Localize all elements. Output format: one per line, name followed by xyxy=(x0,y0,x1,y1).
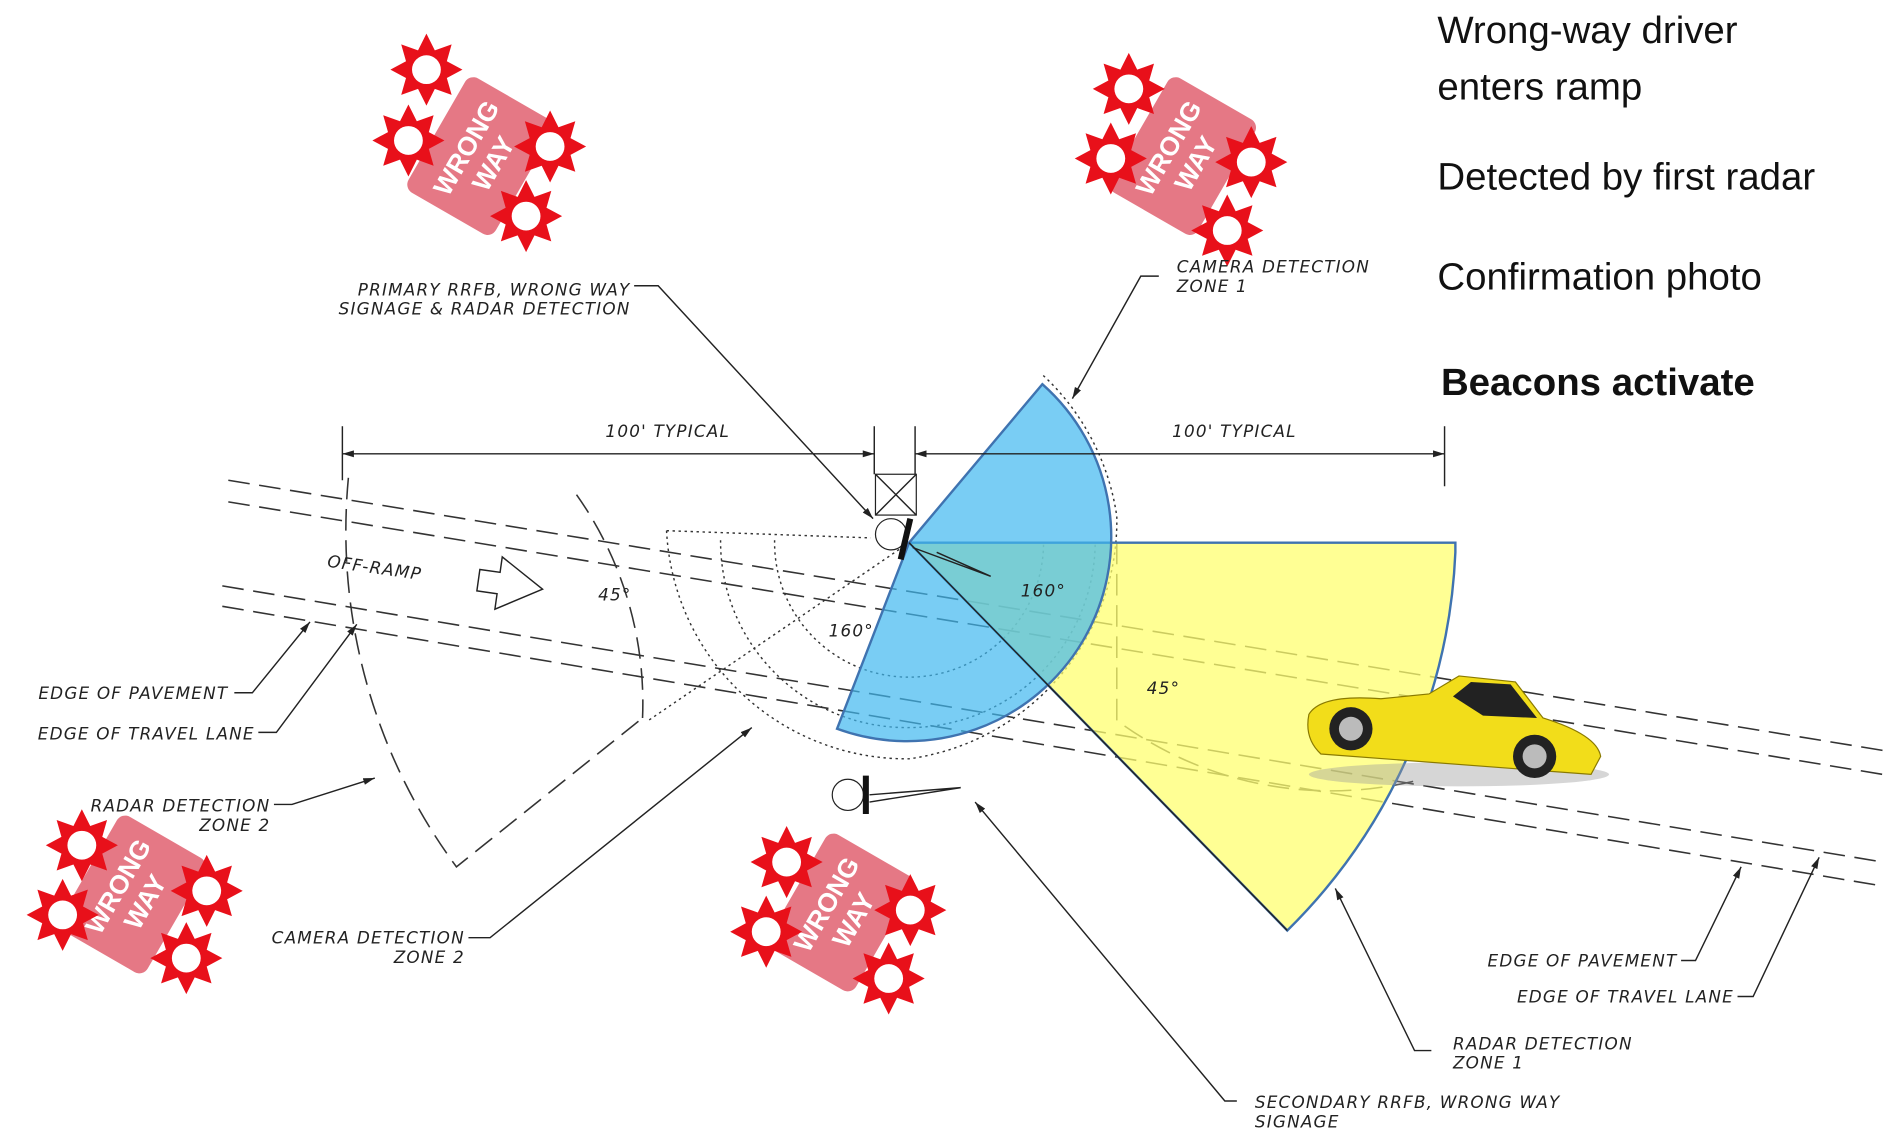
diagram: WRONG WAY WRONG WAY WRONG WAY WRONG WAY … xyxy=(0,0,1883,1131)
label: 160° xyxy=(1021,581,1066,601)
label: EDGE OF PAVEMENT xyxy=(38,683,228,703)
step-text: enters ramp xyxy=(1437,66,1642,109)
step-text: Detected by first radar xyxy=(1437,156,1815,199)
label: ZONE 2 xyxy=(198,815,270,835)
label: OFF-RAMP xyxy=(326,551,423,584)
label: CAMERA DETECTION xyxy=(272,928,465,948)
step-text: Beacons activate xyxy=(1441,361,1755,404)
label: 160° xyxy=(829,620,874,640)
label: RADAR DETECTION xyxy=(1453,1033,1633,1053)
label: ZONE 1 xyxy=(1452,1053,1524,1073)
label: 45° xyxy=(1147,678,1180,698)
label: PRIMARY RRFB, WRONG WAY xyxy=(358,279,631,299)
step-text: Confirmation photo xyxy=(1437,255,1762,298)
step-text: Wrong-way driver xyxy=(1437,9,1737,52)
label: SIGNAGE & RADAR DETECTION xyxy=(339,299,631,319)
label: RADAR DETECTION xyxy=(91,796,271,816)
label: EDGE OF PAVEMENT xyxy=(1488,951,1678,971)
label: SECONDARY RRFB, WRONG WAY xyxy=(1255,1092,1561,1112)
label: ZONE 1 xyxy=(1176,276,1248,296)
label: EDGE OF TRAVEL LANE xyxy=(38,724,255,744)
label: 100' TYPICAL xyxy=(605,421,730,441)
label: EDGE OF TRAVEL LANE xyxy=(1517,987,1734,1007)
label: CAMERA DETECTION xyxy=(1177,257,1370,277)
label: 100' TYPICAL xyxy=(1172,421,1297,441)
label: SIGNAGE xyxy=(1255,1111,1340,1131)
label: 45° xyxy=(598,584,631,604)
off-ramp-arrow xyxy=(475,554,547,615)
label: ZONE 2 xyxy=(393,947,465,967)
